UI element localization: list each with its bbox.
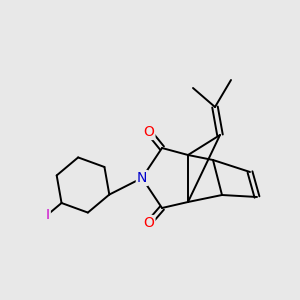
Text: N: N <box>137 171 147 185</box>
Text: O: O <box>144 216 154 230</box>
Text: I: I <box>46 208 50 222</box>
Text: O: O <box>144 125 154 139</box>
